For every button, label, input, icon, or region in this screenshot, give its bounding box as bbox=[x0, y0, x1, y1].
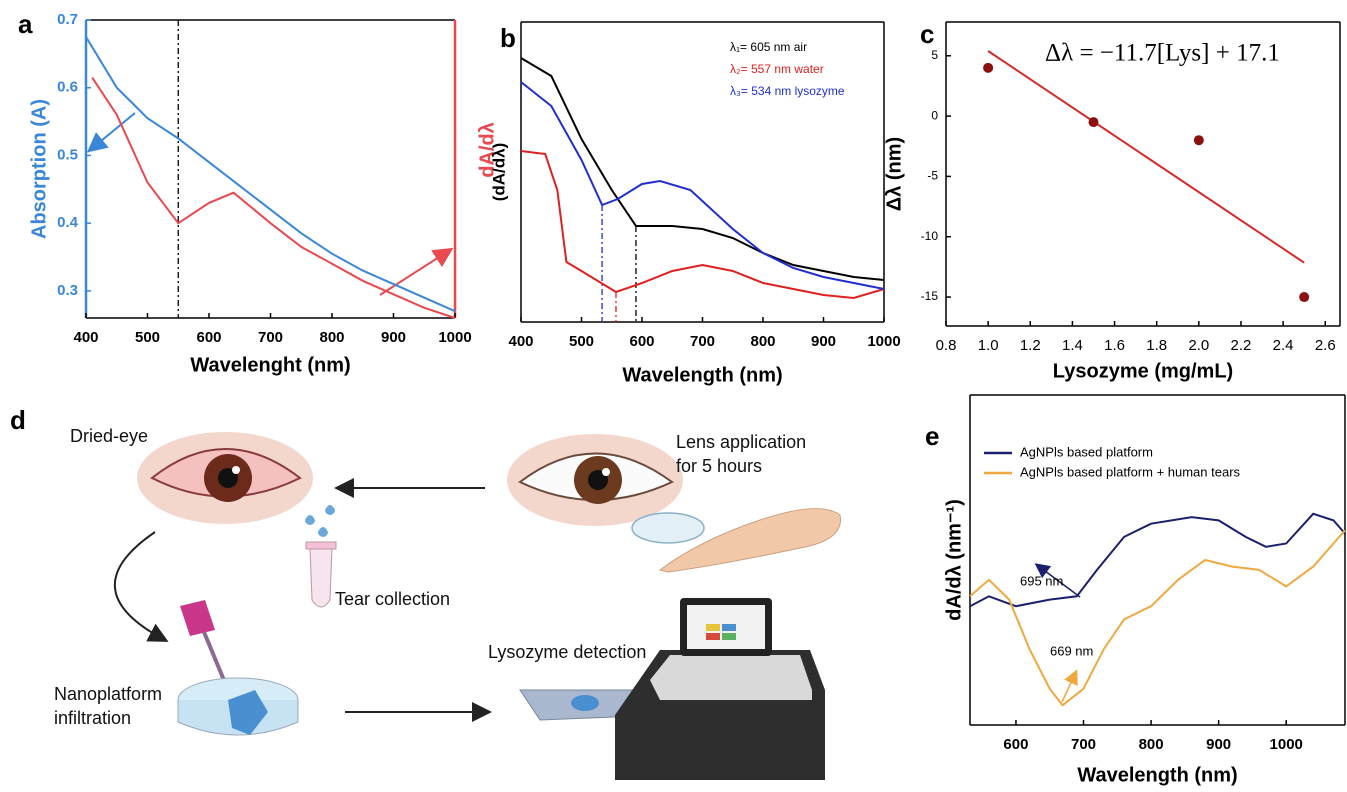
panel-letter: e bbox=[925, 421, 939, 451]
x-tick-label: 1.8 bbox=[1146, 337, 1167, 354]
annotation: 695 nm bbox=[1020, 573, 1063, 588]
scatter-point bbox=[1088, 117, 1098, 127]
x-tick-label: 700 bbox=[258, 329, 283, 346]
x-tick-label: 900 bbox=[811, 333, 836, 350]
x-tick-label: 600 bbox=[196, 329, 221, 346]
y-axis-title: (dA/dλ) bbox=[489, 143, 508, 202]
line-series bbox=[521, 82, 884, 289]
fit-line bbox=[988, 51, 1304, 263]
x-tick-label: 400 bbox=[73, 329, 98, 346]
x-tick-label: 1000 bbox=[1270, 736, 1303, 753]
y-tick-label: 0 bbox=[931, 108, 938, 122]
x-tick-label: 2.6 bbox=[1315, 337, 1336, 354]
x-tick-label: 1000 bbox=[867, 333, 900, 350]
x-tick-label: 600 bbox=[629, 333, 654, 350]
panel-letter: b bbox=[500, 23, 516, 53]
y-tick-label: -5 bbox=[927, 169, 938, 183]
legend-label: λ₂= 557 nm water bbox=[730, 62, 824, 76]
diagram-label: Tear collection bbox=[335, 587, 450, 611]
x-axis-title: Wavelength (nm) bbox=[622, 364, 782, 386]
x-axis-title: Wavelenght (nm) bbox=[190, 354, 350, 376]
arrow bbox=[115, 532, 165, 640]
x-tick-label: 500 bbox=[569, 333, 594, 350]
line-series bbox=[521, 151, 884, 298]
annotation: 669 nm bbox=[1050, 643, 1093, 658]
scatter-point bbox=[1194, 135, 1204, 145]
x-tick-label: 800 bbox=[319, 329, 344, 346]
x-tick-label: 900 bbox=[1206, 736, 1231, 753]
y-tick-label: 0.6 bbox=[57, 79, 78, 96]
diagram-label: Nanoplatform infiltration bbox=[54, 682, 194, 730]
x-tick-label: 400 bbox=[508, 333, 533, 350]
y-tick-label: 0.7 bbox=[57, 11, 78, 28]
y-tick-label: -10 bbox=[921, 229, 939, 243]
x-tick-label: 2.2 bbox=[1231, 337, 1252, 354]
line-series bbox=[970, 530, 1345, 705]
x-tick-label: 800 bbox=[750, 333, 775, 350]
equation: Δλ = −11.7[Lys] + 17.1 bbox=[1045, 40, 1280, 67]
scatter-point bbox=[983, 63, 993, 73]
diagram-label: Lysozyme detection bbox=[488, 640, 646, 664]
arrow bbox=[90, 113, 135, 150]
x-axis-title: Lysozyme (mg/mL) bbox=[1053, 360, 1233, 382]
y-axis-title: dA/dλ (nm⁻¹) bbox=[943, 499, 965, 621]
x-tick-label: 2.0 bbox=[1188, 337, 1209, 354]
x-tick-label: 1.2 bbox=[1020, 337, 1041, 354]
figure-svg: d a 400 500 600 700 800 900 1000 0.3 0.4 0.5 0.6 0.7… bbox=[0, 0, 1347, 792]
figure: d a 400 500 600 700 800 900 1000 0.3 0.4 0.5 0.6 0.7… bbox=[0, 0, 1347, 792]
x-tick-label: 1.4 bbox=[1062, 337, 1083, 354]
legend-label: AgNPls based platform + human tears bbox=[1020, 464, 1241, 479]
y-tick-label: 0.5 bbox=[57, 146, 78, 163]
scatter-point bbox=[1299, 292, 1309, 302]
panel-letter: a bbox=[18, 9, 33, 39]
x-tick-label: 600 bbox=[1003, 736, 1028, 753]
x-tick-label: 1000 bbox=[438, 329, 471, 346]
x-tick-label: 2.4 bbox=[1273, 337, 1294, 354]
x-tick-label: 700 bbox=[1071, 736, 1096, 753]
y-tick-label: 0.4 bbox=[57, 214, 79, 231]
legend-label: λ₁= 605 nm air bbox=[730, 40, 807, 54]
illustration bbox=[137, 432, 841, 780]
x-axis-title: Wavelength (nm) bbox=[1077, 764, 1237, 786]
diagram-label: Dried-eye bbox=[70, 424, 148, 448]
x-tick-label: 700 bbox=[690, 333, 715, 350]
y-tick-label: -15 bbox=[921, 289, 939, 303]
x-tick-label: 500 bbox=[135, 329, 160, 346]
panel-letter: d bbox=[10, 405, 26, 435]
line-series bbox=[970, 514, 1345, 606]
diagram-label: Lens application for 5 hours bbox=[676, 430, 826, 478]
x-tick-label: 1.6 bbox=[1104, 337, 1125, 354]
y-tick-label: 0.3 bbox=[57, 282, 78, 299]
legend-label: λ₃= 534 nm lysozyme bbox=[730, 84, 845, 98]
y-axis-title: Δλ (nm) bbox=[883, 137, 905, 211]
x-tick-label: 0.8 bbox=[936, 337, 957, 354]
legend-label: AgNPls based platform bbox=[1020, 444, 1153, 459]
y-axis-title: Absorption (A) bbox=[28, 99, 50, 239]
arrow bbox=[380, 250, 450, 295]
line-series bbox=[86, 37, 455, 311]
x-tick-label: 1.0 bbox=[978, 337, 999, 354]
y-tick-label: 5 bbox=[931, 48, 938, 62]
x-tick-label: 900 bbox=[381, 329, 406, 346]
panel-letter: c bbox=[920, 19, 934, 49]
x-tick-label: 800 bbox=[1139, 736, 1164, 753]
